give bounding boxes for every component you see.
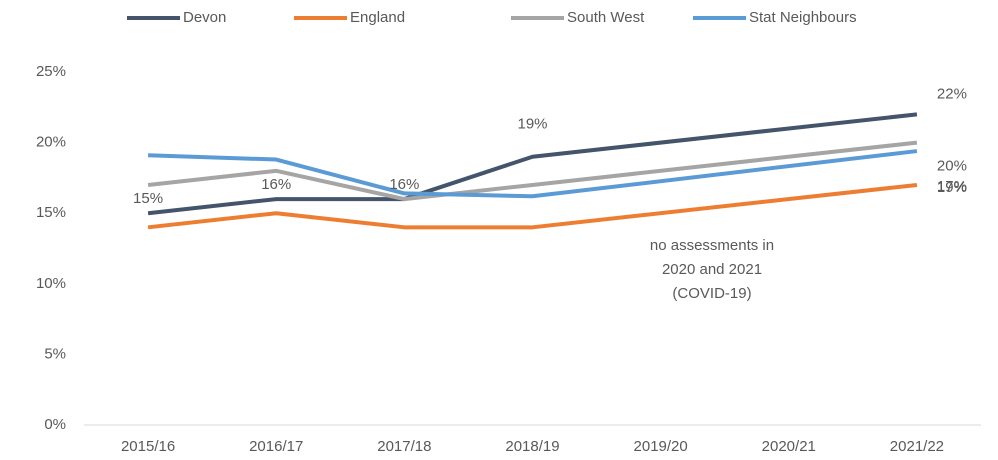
x-tick-label: 2021/22: [890, 438, 944, 455]
series-line: [148, 149, 918, 199]
data-label: 17%: [937, 178, 967, 195]
legend-label: Devon: [183, 9, 226, 26]
legend-label: South West: [567, 9, 645, 26]
y-tick-label: 10%: [36, 275, 66, 292]
x-tick-label: 2019/20: [634, 438, 688, 455]
data-label: 19%: [937, 179, 967, 196]
series-line: [147, 182, 918, 230]
y-tick-label: 5%: [44, 345, 66, 362]
y-tick-label: 15%: [36, 204, 66, 221]
data-label: 22%: [937, 85, 967, 102]
x-tick-label: 2017/18: [377, 438, 431, 455]
y-tick-label: 0%: [44, 416, 66, 433]
y-tick-label: 25%: [36, 63, 66, 80]
y-tick-label: 20%: [36, 134, 66, 151]
data-label: 20%: [937, 158, 967, 175]
annotation: (COVID-19): [672, 285, 751, 302]
x-tick-label: 2020/21: [762, 438, 816, 455]
data-label: 16%: [389, 176, 419, 193]
x-tick-label: 2015/16: [121, 438, 175, 455]
x-tick-label: 2018/19: [505, 438, 559, 455]
legend-label: Stat Neighbours: [749, 9, 857, 26]
data-label: 15%: [133, 190, 163, 207]
legend-label: England: [350, 9, 405, 26]
x-tick-label: 2016/17: [249, 438, 303, 455]
data-label: 19%: [517, 116, 547, 133]
annotation: no assessments in: [650, 237, 774, 254]
data-label: 16%: [261, 176, 291, 193]
annotation: 2020 and 2021: [662, 261, 762, 278]
series-line: [147, 140, 918, 202]
